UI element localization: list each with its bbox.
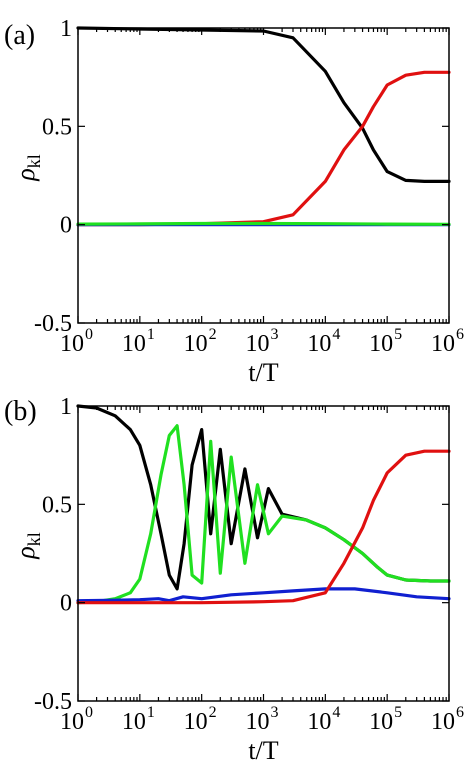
x-tick-label-base: 10 [246,709,270,735]
y-axis-title: ρkl [11,154,44,182]
x-tick-label-base: 10 [307,709,331,735]
x-tick-label: 10 1 [122,326,155,357]
y-axis-title-subscript: kl [24,154,44,168]
y-axis-title-subscript: kl [24,532,44,546]
x-tick-label: 10 3 [246,704,279,735]
x-tick-label-exponent: 5 [394,326,402,343]
x-tick-label-base: 10 [369,709,393,735]
x-tick-label: 10 1 [122,704,155,735]
x-tick-label-exponent: 6 [456,704,464,721]
y-axis-title-symbol: ρ [11,546,40,559]
y-tick-label: 0.5 [42,114,72,140]
y-tick-label: 0.5 [42,492,72,518]
x-tick-label: 10 2 [184,326,217,357]
x-tick-label-exponent: 4 [332,326,340,343]
x-tick-label-base: 10 [369,331,393,357]
series-line-4 [76,221,451,226]
panel-label: (a) [4,20,35,51]
x-axis-title: t/T [248,736,278,765]
plot-frame [77,405,450,702]
series-line-3 [76,587,451,603]
x-tick-label-exponent: 6 [456,326,464,343]
x-tick-label: 10 4 [307,704,340,735]
series-line-2 [76,70,451,227]
x-tick-label-exponent: 0 [85,704,93,721]
y-tick-label: 0 [60,213,72,239]
x-tick-label-base: 10 [431,331,455,357]
x-tick-label-exponent: 1 [147,704,155,721]
x-tick-label-exponent: 4 [332,704,340,721]
y-tick-label: -0.5 [34,311,72,337]
series-line-2 [76,424,451,605]
series-line-4 [76,449,451,605]
x-tick-label-base: 10 [431,709,455,735]
series-line-1 [76,404,451,591]
x-tick-label: 10 6 [431,704,464,735]
x-tick-label: 10 5 [369,704,402,735]
y-tick-label: 1 [60,16,72,42]
x-tick-label-exponent: 3 [271,326,279,343]
x-tick-label-base: 10 [60,331,84,357]
x-tick-label: 10 4 [307,326,340,357]
x-tick-label-exponent: 1 [147,326,155,343]
y-axis-title: ρkl [11,532,44,560]
y-axis-title-symbol: ρ [11,168,40,181]
x-tick-label: 10 0 [60,704,93,735]
x-tick-label-base: 10 [60,709,84,735]
x-tick-label-base: 10 [122,331,146,357]
x-tick-label: 10 6 [431,326,464,357]
x-tick-label-base: 10 [184,331,208,357]
y-tick-label: 0 [60,591,72,617]
x-axis-title: t/T [248,358,278,387]
x-tick-label: 10 0 [60,326,93,357]
x-tick-label-exponent: 2 [209,704,217,721]
x-tick-label-exponent: 0 [85,326,93,343]
x-tick-label: 10 5 [369,326,402,357]
panel-label: (b) [4,396,37,427]
series-line-1 [76,26,451,183]
y-tick-label: 1 [60,394,72,420]
x-tick-label-base: 10 [246,331,270,357]
x-tick-label-exponent: 5 [394,704,402,721]
x-tick-label-base: 10 [184,709,208,735]
x-tick-label: 10 2 [184,704,217,735]
x-tick-label-base: 10 [122,709,146,735]
y-tick-label: -0.5 [34,689,72,715]
x-tick-label: 10 3 [246,326,279,357]
x-tick-label-base: 10 [307,331,331,357]
x-tick-label-exponent: 3 [271,704,279,721]
x-tick-label-exponent: 2 [209,326,217,343]
